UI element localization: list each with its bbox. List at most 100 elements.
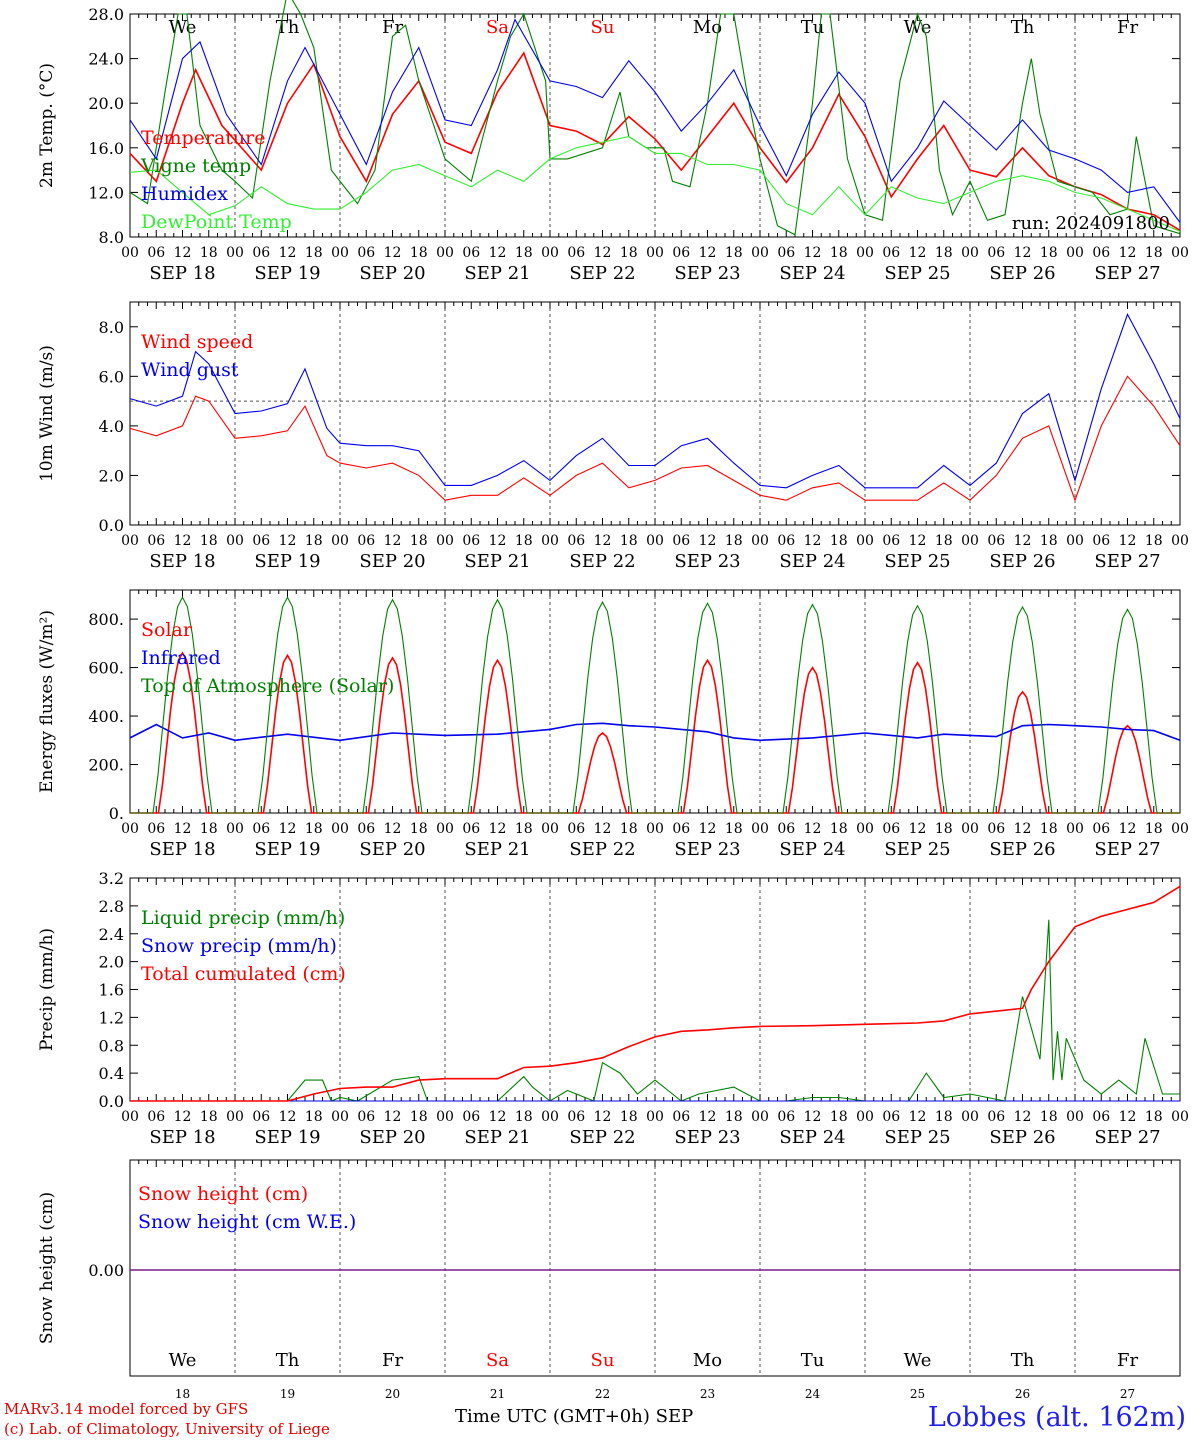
x-day-number: 19 [280, 1387, 295, 1401]
x-hour-label: 00 [1066, 1109, 1084, 1125]
y-tick-label: 0.00 [88, 1261, 124, 1280]
x-hour-label: 00 [1171, 821, 1189, 837]
x-date-label: SEP 20 [359, 551, 425, 572]
x-hour-label: 12 [279, 533, 297, 549]
x-hour-label: 00 [331, 533, 349, 549]
x-hour-label: 00 [1066, 533, 1084, 549]
legend-entry: Infrared [141, 647, 221, 669]
weekday-label: Th [1011, 1350, 1035, 1371]
x-hour-label: 06 [357, 821, 375, 837]
x-hour-label: 12 [699, 821, 717, 837]
x-date-label: SEP 19 [254, 263, 320, 284]
x-hour-label: 18 [200, 821, 218, 837]
x-hour-label: 18 [1040, 533, 1058, 549]
y-tick-label: 28.0 [88, 5, 124, 24]
x-hour-label: 00 [961, 821, 979, 837]
x-hour-label: 00 [961, 533, 979, 549]
x-day-number: 26 [1015, 1387, 1030, 1401]
x-hour-label: 00 [541, 533, 559, 549]
x-hour-label: 06 [567, 245, 585, 261]
y-tick-label: 12.0 [88, 183, 124, 202]
x-date-label: SEP 27 [1094, 1127, 1160, 1148]
weekday-label: We [904, 1350, 932, 1371]
x-hour-label: 06 [777, 245, 795, 261]
x-date-label: SEP 26 [989, 263, 1055, 284]
x-date-label: SEP 24 [779, 1127, 845, 1148]
weekday-label: Fr [1117, 1350, 1138, 1371]
x-hour-label: 06 [462, 821, 480, 837]
y-axis-label: Snow height (cm) [37, 1192, 57, 1344]
x-hour-label: 12 [384, 533, 402, 549]
x-day-number: 18 [175, 1387, 190, 1401]
x-day-number: 20 [385, 1387, 400, 1401]
x-hour-label: 18 [1040, 245, 1058, 261]
x-hour-label: 18 [200, 1109, 218, 1125]
x-hour-label: 06 [567, 821, 585, 837]
x-hour-label: 18 [1040, 1109, 1058, 1125]
x-hour-label: 06 [252, 245, 270, 261]
x-hour-label: 00 [541, 1109, 559, 1125]
x-hour-label: 06 [987, 533, 1005, 549]
x-hour-label: 18 [515, 821, 533, 837]
x-date-label: SEP 25 [884, 551, 950, 572]
x-hour-label: 12 [489, 1109, 507, 1125]
x-hour-label: 06 [462, 1109, 480, 1125]
x-hour-label: 12 [699, 533, 717, 549]
y-tick-label: 8.0 [99, 228, 124, 247]
x-hour-label: 00 [436, 245, 454, 261]
x-date-label: SEP 23 [674, 1127, 740, 1148]
x-date-label: SEP 18 [149, 839, 215, 860]
x-date-label: SEP 26 [989, 551, 1055, 572]
x-hour-label: 06 [672, 245, 690, 261]
model-note: MARv3.14 model forced by GFS [4, 1400, 249, 1418]
x-date-label: SEP 20 [359, 1127, 425, 1148]
x-date-label: SEP 23 [674, 839, 740, 860]
x-hour-label: 18 [305, 533, 323, 549]
x-hour-label: 18 [620, 533, 638, 549]
x-hour-label: 18 [830, 245, 848, 261]
x-hour-label: 12 [804, 1109, 822, 1125]
x-hour-label: 06 [462, 533, 480, 549]
weekday-label: We [169, 17, 197, 38]
y-tick-label: 20.0 [88, 94, 124, 113]
y-tick-label: 0.8 [99, 1036, 124, 1055]
x-hour-label: 18 [725, 821, 743, 837]
legend-entry: Wind gust [141, 359, 239, 381]
x-hour-label: 00 [226, 533, 244, 549]
x-date-label: SEP 27 [1094, 551, 1160, 572]
x-hour-label: 00 [541, 821, 559, 837]
x-hour-label: 12 [174, 245, 192, 261]
x-hour-label: 00 [121, 1109, 139, 1125]
y-tick-label: 0. [109, 804, 124, 823]
x-hour-label: 18 [305, 821, 323, 837]
weekday-label: We [169, 1350, 197, 1371]
x-hour-label: 06 [147, 821, 165, 837]
weekday-label: Mo [693, 1350, 722, 1371]
x-hour-label: 18 [620, 821, 638, 837]
x-hour-label: 12 [804, 821, 822, 837]
x-hour-label: 12 [1119, 245, 1137, 261]
y-tick-label: 0.0 [99, 516, 124, 535]
x-hour-label: 06 [1092, 533, 1110, 549]
x-hour-label: 00 [1171, 533, 1189, 549]
x-hour-label: 06 [672, 821, 690, 837]
station-label: Lobbes (alt. 162m) [927, 1402, 1186, 1433]
y-axis-label: 2m Temp. (°C) [37, 63, 57, 188]
x-hour-label: 18 [935, 245, 953, 261]
x-hour-label: 18 [830, 1109, 848, 1125]
x-hour-label: 12 [594, 533, 612, 549]
legend-entry: Vigne temp [140, 155, 251, 177]
x-hour-label: 00 [226, 821, 244, 837]
x-hour-label: 18 [200, 533, 218, 549]
x-date-label: SEP 18 [149, 263, 215, 284]
x-hour-label: 06 [987, 245, 1005, 261]
x-hour-label: 12 [594, 821, 612, 837]
x-hour-label: 18 [515, 533, 533, 549]
x-date-label: SEP 22 [569, 551, 635, 572]
x-hour-label: 18 [305, 1109, 323, 1125]
series-line-wind-gust [129, 313, 1181, 489]
x-hour-label: 00 [751, 1109, 769, 1125]
x-date-label: SEP 20 [359, 839, 425, 860]
legend-entry: Solar [141, 619, 193, 641]
x-hour-label: 18 [935, 533, 953, 549]
